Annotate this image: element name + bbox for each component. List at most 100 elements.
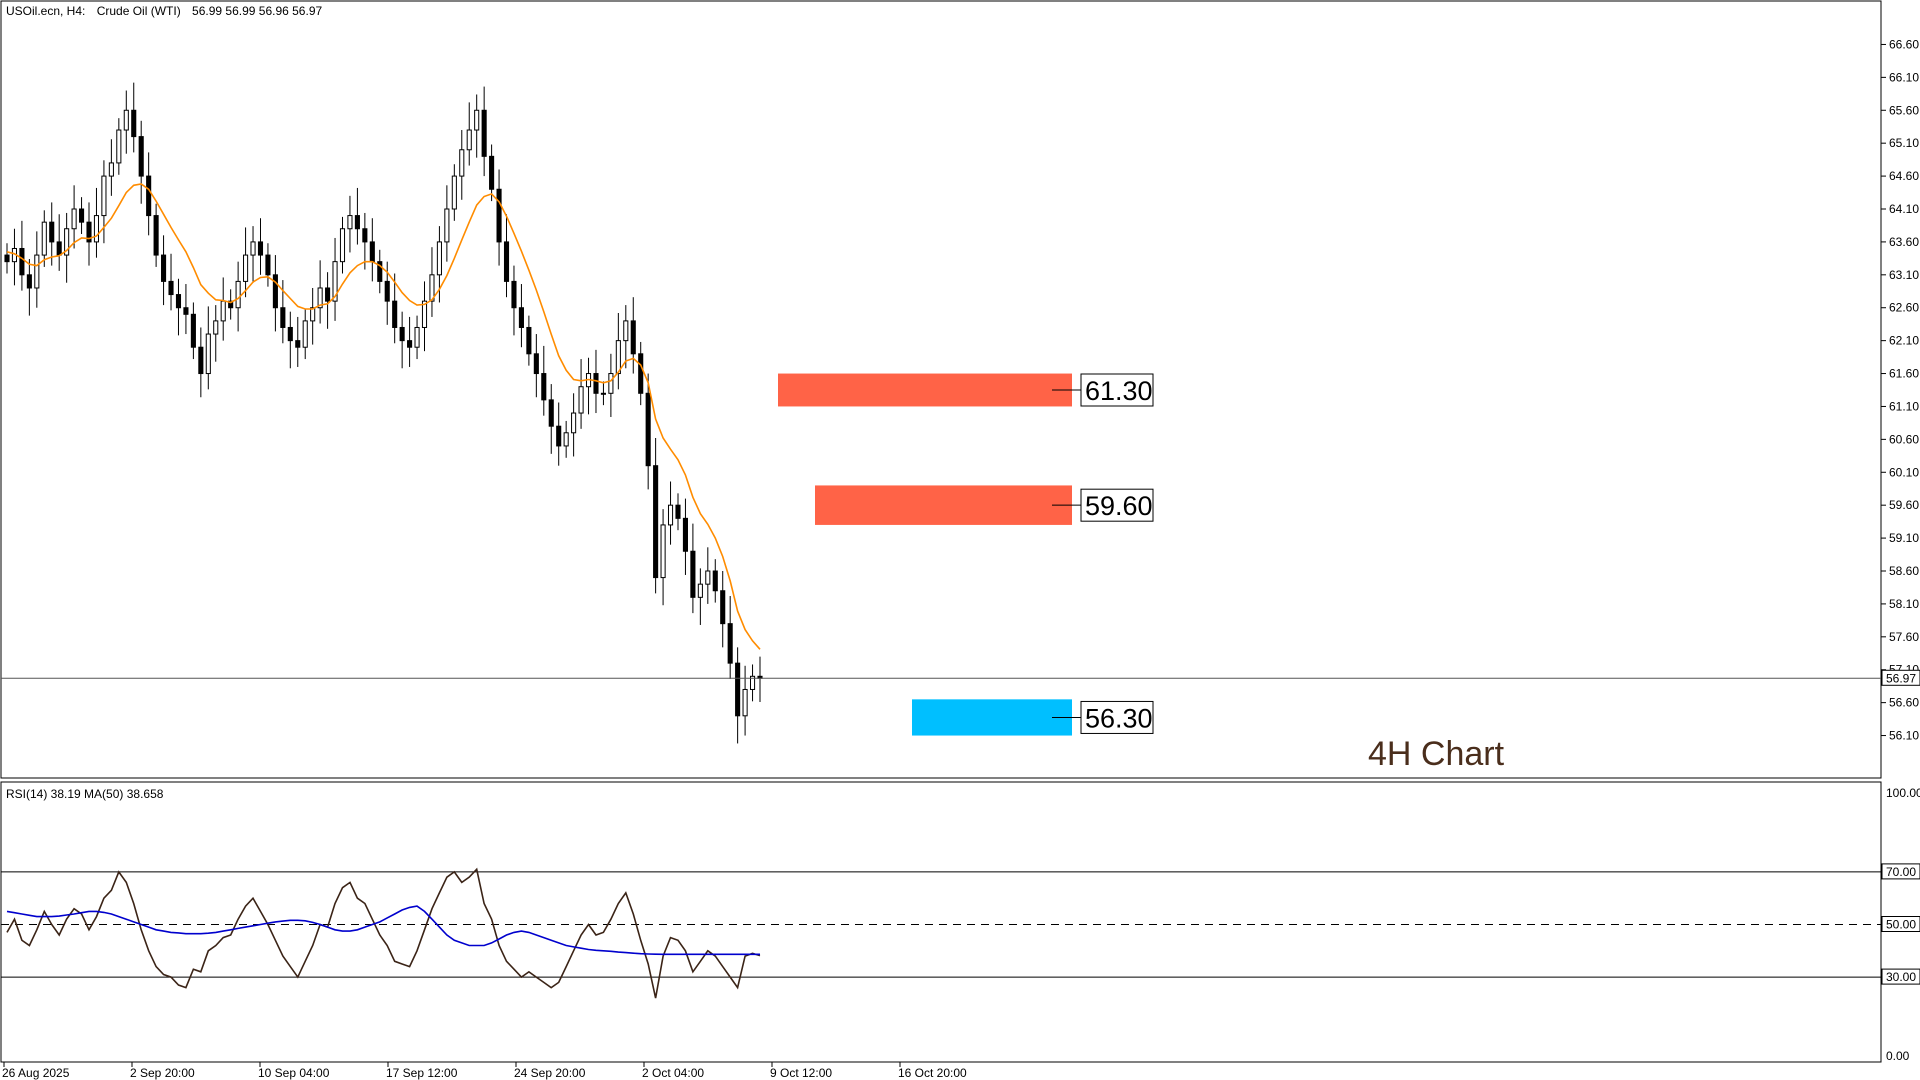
- price-axis-label: 65.60: [1889, 103, 1919, 117]
- rsi-line: [6, 867, 761, 999]
- candle-body: [339, 228, 346, 263]
- candle-body: [675, 504, 681, 519]
- price-panel-frame: [0, 0, 1882, 779]
- price-axis-label: 64.10: [1889, 202, 1919, 216]
- candle-body: [287, 326, 293, 342]
- rsi-axis-label: 0.00: [1886, 1049, 1910, 1063]
- candle-body: [429, 274, 435, 302]
- chart-annotation: 4H Chart: [1368, 735, 1505, 773]
- candle-body: [466, 129, 472, 151]
- price-axis-label: 60.10: [1889, 465, 1919, 479]
- candle-body: [220, 300, 226, 322]
- price-ma-line: [6, 183, 761, 650]
- zone-label: 56.30: [1085, 703, 1153, 733]
- zones-layer: 61.30 59.60 56.30: [778, 373, 1154, 736]
- time-axis-label: 2 Oct 04:00: [642, 1066, 704, 1080]
- price-axis-label: 59.10: [1889, 531, 1919, 545]
- candle-body: [56, 241, 62, 256]
- candle-body: [272, 274, 278, 309]
- candle-body: [503, 241, 510, 282]
- candle-body: [392, 300, 398, 328]
- ohlc-values: 56.99 56.99 56.96 56.97: [192, 4, 322, 18]
- candle-body: [347, 215, 353, 230]
- candle-body: [421, 300, 428, 328]
- candle-body: [720, 590, 726, 625]
- candle-body: [608, 373, 614, 394]
- candle-body: [518, 307, 524, 328]
- candle-body: [578, 386, 584, 414]
- candle-body: [34, 254, 40, 289]
- candle-body: [600, 392, 606, 395]
- time-axis-label: 10 Sep 04:00: [258, 1066, 330, 1080]
- candle-body: [79, 208, 85, 223]
- candle-body: [64, 228, 70, 256]
- price-axis-label: 57.60: [1889, 630, 1919, 644]
- candle-body: [667, 504, 674, 526]
- symbol-label: USOil.ecn, H4:: [6, 4, 85, 18]
- price-axis-label: 62.60: [1889, 301, 1919, 315]
- candle-body: [325, 287, 331, 302]
- axes-layer: 66.60 66.10 65.60 65.10 64.60 64.10 63.60 63.10…: [1, 37, 1920, 1080]
- candle-body: [354, 215, 360, 230]
- candle-body: [556, 425, 562, 447]
- candle-body: [19, 247, 25, 276]
- candle-body: [414, 326, 420, 348]
- candle-body: [727, 623, 733, 664]
- candle-body: [660, 524, 666, 579]
- rsi-header: RSI(14) 38.19 MA(50) 38.658: [6, 787, 164, 801]
- candle-body: [101, 175, 107, 217]
- candle-body: [645, 392, 651, 467]
- price-axis-label: 58.60: [1889, 564, 1919, 578]
- zone-label-box: [1080, 373, 1154, 407]
- price-axis-label: 59.60: [1889, 498, 1919, 512]
- candle-body: [317, 287, 323, 309]
- candle-body: [407, 340, 413, 348]
- price-axis-label: 56.10: [1889, 729, 1919, 743]
- candle-body: [310, 307, 316, 322]
- candle-body: [4, 254, 10, 263]
- candle-body: [213, 320, 219, 335]
- candle-body: [653, 465, 659, 579]
- candle-body: [690, 550, 696, 598]
- rsi-axis-label: 70.00: [1886, 865, 1916, 879]
- candle-body: [511, 280, 517, 309]
- zone-box: [778, 373, 1072, 407]
- price-axis-label: 60.60: [1889, 432, 1919, 446]
- rsi-axis-label: 50.00: [1886, 918, 1916, 932]
- time-axis-label: 16 Oct 20:00: [898, 1066, 967, 1080]
- candle-body: [563, 432, 569, 447]
- candle-body: [489, 155, 495, 190]
- candle-body: [235, 280, 241, 309]
- candle-body: [250, 241, 256, 256]
- candle-body: [615, 340, 621, 375]
- candle-body: [183, 307, 189, 315]
- price-axis-label: 58.10: [1889, 597, 1919, 611]
- candle-body: [116, 129, 122, 164]
- lines-layer: [1, 183, 1881, 999]
- price-axis-label: 56.60: [1889, 696, 1919, 710]
- candle-body: [548, 399, 554, 427]
- candle-body: [93, 215, 100, 243]
- candle-body: [436, 241, 442, 276]
- candle-body: [146, 175, 152, 217]
- candle-body: [295, 340, 301, 348]
- candle-body: [302, 320, 308, 348]
- candle-body: [362, 228, 368, 243]
- price-axis-label: 61.10: [1889, 399, 1919, 413]
- instrument-name: Crude Oil (WTI): [97, 4, 181, 18]
- candle-body: [205, 333, 211, 375]
- candle-body: [459, 149, 465, 177]
- current-price-tag: [1881, 669, 1920, 686]
- zone-box: [912, 699, 1072, 736]
- zone-box: [815, 485, 1072, 525]
- time-axis-label: 2 Sep 20:00: [130, 1066, 195, 1080]
- candle-body: [712, 570, 718, 592]
- candle-body: [638, 353, 644, 394]
- candle-body: [131, 109, 137, 138]
- rsi-panel-frame: [0, 781, 1882, 1063]
- candle-body: [705, 570, 711, 585]
- candle-body: [682, 517, 688, 552]
- price-axis-label: 66.60: [1889, 37, 1919, 51]
- rsi-level-tag: [1881, 916, 1920, 932]
- candle-body: [481, 109, 487, 157]
